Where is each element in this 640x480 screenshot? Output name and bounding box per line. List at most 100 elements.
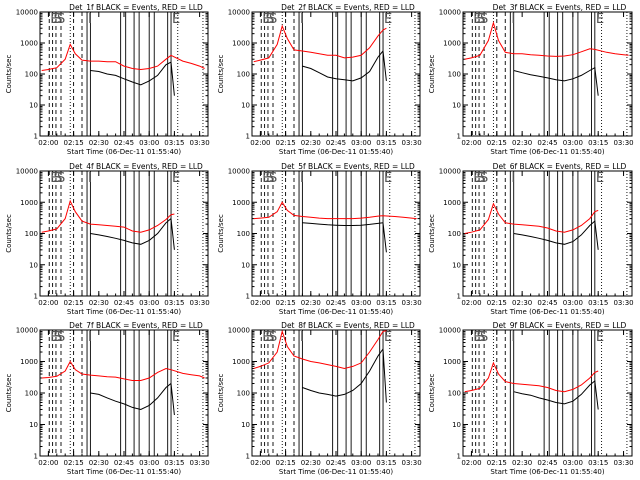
y-tick-label: 10000 bbox=[16, 168, 38, 176]
marker-letter: E bbox=[50, 12, 58, 27]
x-tick-label: 03:00 bbox=[563, 459, 583, 467]
x-tick-label: 03:30 bbox=[402, 299, 422, 307]
y-tick-label: 10 bbox=[29, 421, 38, 429]
y-tick-label: 10 bbox=[29, 102, 38, 110]
y-tick-label: 10 bbox=[452, 421, 461, 429]
marker-letter: S bbox=[54, 171, 62, 186]
y-tick-label: 1000 bbox=[232, 40, 250, 48]
x-tick-label: 02:45 bbox=[114, 139, 134, 147]
marker-letter: S bbox=[266, 330, 274, 345]
marker-letter: S bbox=[266, 12, 274, 27]
y-tick-label: 1000 bbox=[20, 199, 38, 207]
marker-letter: S bbox=[269, 330, 277, 345]
x-axis-label: Start Time (06-Dec-11 01:55:40) bbox=[279, 468, 393, 476]
x-tick-label: 03:15 bbox=[376, 139, 396, 147]
panel-det-5: 1 10 100 1000 10000 02:00 02:15 02:30 02:45 03:00… bbox=[217, 162, 422, 316]
marker-letter: S bbox=[269, 171, 277, 186]
x-axis-label: Start Time (06-Dec-11 01:55:40) bbox=[67, 308, 181, 316]
y-tick-label: 1 bbox=[34, 133, 38, 141]
marker-letter: I bbox=[511, 12, 515, 27]
y-tick-label: 100 bbox=[448, 230, 461, 238]
x-tick-label: 02:45 bbox=[537, 459, 557, 467]
series-line-events bbox=[513, 220, 599, 250]
x-tick-label: 02:00 bbox=[250, 299, 270, 307]
x-axis-label: Start Time (06-Dec-11 01:55:40) bbox=[67, 468, 181, 476]
marker-letter: E bbox=[262, 12, 270, 27]
x-tick-label: 02:00 bbox=[38, 459, 58, 467]
x-tick-label: 03:15 bbox=[588, 459, 608, 467]
series-line-lld bbox=[41, 360, 205, 381]
plot-frame bbox=[39, 170, 209, 297]
x-tick-label: 02:30 bbox=[89, 459, 109, 467]
x-tick-label: 03:15 bbox=[376, 299, 396, 307]
marker-letter: S bbox=[480, 171, 488, 186]
marker-letter: S bbox=[480, 330, 488, 345]
x-tick-label: 02:15 bbox=[276, 299, 296, 307]
series-line-events bbox=[302, 347, 387, 403]
y-tick-label: 100 bbox=[237, 390, 250, 398]
y-tick-label: 1000 bbox=[443, 40, 461, 48]
x-tick-label: 03:15 bbox=[164, 139, 184, 147]
series-line-lld bbox=[464, 20, 629, 60]
chart-title: Det_7f BLACK = Events, RED = LLD bbox=[69, 321, 203, 330]
plot-frame bbox=[251, 11, 421, 137]
x-tick-label: 02:30 bbox=[301, 139, 321, 147]
x-tick-label: 02:30 bbox=[512, 139, 532, 147]
x-tick-label: 02:30 bbox=[512, 459, 532, 467]
x-tick-label: 03:30 bbox=[190, 299, 210, 307]
y-tick-label: 10000 bbox=[439, 327, 461, 335]
y-tick-label: 1000 bbox=[443, 358, 461, 366]
y-tick-label: 1 bbox=[246, 133, 250, 141]
y-tick-label: 1 bbox=[457, 453, 461, 461]
marker-letter: E bbox=[384, 12, 392, 27]
x-tick-label: 02:15 bbox=[487, 459, 507, 467]
marker-letter: I bbox=[511, 330, 515, 345]
series-line-events bbox=[302, 49, 387, 82]
marker-letter: S bbox=[269, 12, 277, 27]
x-tick-label: 03:00 bbox=[139, 139, 159, 147]
x-tick-label: 02:30 bbox=[301, 299, 321, 307]
panel-det-1: 1 10 100 1000 10000 02:00 02:15 02:30 02:45 03:00… bbox=[5, 3, 210, 156]
y-tick-label: 1 bbox=[246, 453, 250, 461]
y-tick-label: 10000 bbox=[228, 168, 250, 176]
y-tick-label: 1000 bbox=[232, 199, 250, 207]
y-tick-label: 10 bbox=[241, 421, 250, 429]
y-axis-label: Counts/sec bbox=[428, 374, 436, 413]
x-axis-label: Start Time (06-Dec-11 01:55:40) bbox=[279, 308, 393, 316]
x-tick-label: 03:30 bbox=[190, 459, 210, 467]
y-tick-label: 10 bbox=[241, 102, 250, 110]
chart-title: Det_9f BLACK = Events, RED = LLD bbox=[493, 321, 627, 330]
x-tick-label: 02:15 bbox=[487, 139, 507, 147]
plot-frame bbox=[251, 329, 421, 457]
x-tick-label: 03:00 bbox=[351, 459, 371, 467]
plot-frame bbox=[462, 170, 633, 297]
marker-letter: S bbox=[477, 330, 485, 345]
plot-frame bbox=[462, 11, 633, 137]
series-line-lld bbox=[253, 329, 387, 370]
series-line-lld bbox=[41, 43, 205, 71]
marker-letter: S bbox=[57, 171, 65, 186]
marker-letter: E bbox=[262, 171, 270, 186]
y-tick-label: 100 bbox=[25, 230, 38, 238]
plot-frame bbox=[462, 329, 633, 457]
y-tick-label: 10000 bbox=[16, 9, 38, 17]
y-tick-label: 100 bbox=[448, 390, 461, 398]
y-tick-label: 10000 bbox=[228, 327, 250, 335]
y-tick-label: 1 bbox=[34, 293, 38, 301]
x-tick-label: 02:45 bbox=[537, 139, 557, 147]
x-tick-label: 03:00 bbox=[351, 299, 371, 307]
marker-letter: E bbox=[172, 330, 180, 345]
x-tick-label: 03:00 bbox=[563, 139, 583, 147]
x-tick-label: 02:15 bbox=[276, 139, 296, 147]
x-tick-label: 02:30 bbox=[301, 459, 321, 467]
marker-letter: E bbox=[596, 171, 604, 186]
marker-letter: S bbox=[54, 330, 62, 345]
series-line-events bbox=[90, 61, 175, 96]
x-tick-label: 02:00 bbox=[250, 459, 270, 467]
x-tick-label: 03:15 bbox=[164, 459, 184, 467]
x-axis-label: Start Time (06-Dec-11 01:55:40) bbox=[67, 148, 181, 156]
series-line-events bbox=[90, 217, 175, 250]
panel-det-2: 1 10 100 1000 10000 02:00 02:15 02:30 02:45 03:00… bbox=[217, 3, 422, 156]
panel-det-4: 1 10 100 1000 10000 02:00 02:15 02:30 02:45 03:00… bbox=[5, 162, 210, 316]
